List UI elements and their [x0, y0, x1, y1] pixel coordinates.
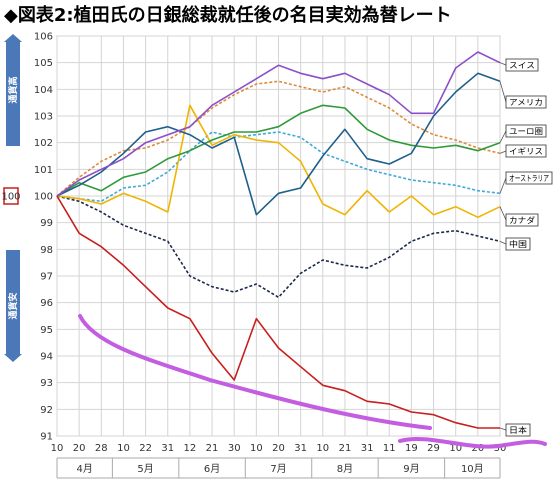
y-tick-label: 96	[40, 298, 53, 309]
month-label: 5月	[137, 463, 153, 475]
x-axis: 10 20 28 10 22 31 12 21 30 10 20 31 10 21 31 11 19 29 10 20…	[51, 443, 507, 479]
series-line-スイス	[56, 51, 501, 197]
trend-underline	[398, 436, 547, 449]
series-label: ユーロ圏	[509, 127, 543, 136]
x-tick-label: 12	[184, 443, 197, 454]
label-leader	[499, 130, 507, 143]
label-leader	[499, 150, 507, 154]
month-label: 10月	[461, 463, 484, 475]
x-tick-label: 30	[228, 443, 241, 454]
x-tick-label: 21	[206, 443, 219, 454]
x-tick-label: 22	[139, 443, 152, 454]
series-label: イギリス	[509, 147, 543, 156]
x-tick-label: 31	[161, 443, 174, 454]
y-tick-label: 94	[40, 352, 53, 363]
month-label: 4月	[77, 463, 93, 475]
y-tick-label: 98	[40, 245, 53, 256]
label-leader	[499, 206, 507, 221]
y-tick-label: 97	[40, 272, 53, 283]
label-box	[505, 213, 539, 227]
series-line-オーストラリア	[56, 131, 501, 203]
x-tick-label: 21	[339, 443, 352, 454]
y-tick-label: 105	[34, 58, 53, 69]
currency-strong-label: 通貨高	[7, 76, 19, 103]
currency-weak-label: 通貨安	[7, 292, 19, 319]
series-label: 中国	[509, 239, 527, 249]
label-leader	[499, 81, 507, 103]
month-label: 8月	[337, 463, 353, 475]
series-label: スイス	[509, 61, 535, 70]
month-label: 7月	[270, 463, 286, 475]
x-tick-label: 28	[95, 443, 108, 454]
x-tick-label: 20	[471, 443, 484, 454]
y-tick-label: 100	[34, 192, 53, 203]
y-tick-label: 106	[34, 32, 53, 43]
highlight-value: 100	[1, 192, 20, 203]
series-line-イギリス	[56, 80, 501, 197]
x-tick-label: 30	[494, 443, 507, 454]
series-lines	[56, 51, 501, 429]
y-tick-label: 93	[40, 378, 53, 389]
x-tick-label: 10	[316, 443, 329, 454]
series-label: アメリカ	[509, 98, 543, 107]
label-box	[505, 58, 539, 72]
y-tick-label: 92	[40, 405, 53, 416]
x-tick-label: 10	[250, 443, 263, 454]
series-label: カナダ	[509, 215, 535, 225]
grid-lines	[56, 35, 501, 437]
label-leader	[499, 427, 507, 431]
month-label: 6月	[204, 463, 220, 475]
x-tick-label: 10	[117, 443, 130, 454]
currency-strong-arrow	[4, 34, 22, 146]
trend-stroke	[78, 314, 432, 430]
y-tick-label: 104	[34, 85, 53, 96]
series-line-中国	[56, 195, 501, 299]
x-tick-label: 10	[449, 443, 462, 454]
x-tick-label: 29	[427, 443, 440, 454]
label-box	[505, 95, 547, 109]
y-tick-label: 102	[34, 138, 53, 149]
label-box	[505, 171, 553, 185]
month-label: 9月	[403, 463, 419, 475]
series-line-アメリカ	[56, 72, 501, 216]
highlight-box	[3, 187, 19, 205]
series-line-カナダ	[56, 104, 501, 219]
x-tick-label: 20	[73, 443, 86, 454]
trend-annotation	[78, 314, 547, 449]
x-tick-label: 19	[405, 443, 418, 454]
y-tick-label: 103	[34, 112, 53, 123]
chart-title: ◆図表2:植田氏の日銀総裁就任後の名目実効為替レート	[4, 5, 452, 26]
label-box	[505, 124, 547, 138]
label-box	[505, 423, 531, 437]
series-label: 日本	[509, 425, 527, 435]
y-axis: 91 92 93 94 95 96 97 98 99 100 101 102 103 104 105 106 1…	[1, 32, 53, 443]
currency-weak-arrow	[4, 250, 22, 362]
y-tick-label: 99	[40, 218, 53, 229]
y-tick-label: 95	[40, 325, 53, 336]
label-leader	[499, 240, 507, 245]
x-tick-label: 10	[51, 443, 64, 454]
series-line-ユーロ圏	[56, 104, 501, 197]
label-leader	[499, 177, 507, 194]
x-tick-label: 20	[272, 443, 285, 454]
series-label: オーストラリア	[509, 174, 549, 183]
label-box	[505, 237, 531, 251]
y-tick-label: 101	[34, 165, 53, 176]
label-leader	[499, 62, 507, 66]
series-line-日本	[56, 195, 500, 429]
x-tick-label: 31	[294, 443, 307, 454]
x-tick-label: 11	[383, 443, 396, 454]
x-tick-label: 31	[361, 443, 374, 454]
y-tick-label: 91	[40, 432, 53, 443]
label-box	[505, 144, 547, 158]
